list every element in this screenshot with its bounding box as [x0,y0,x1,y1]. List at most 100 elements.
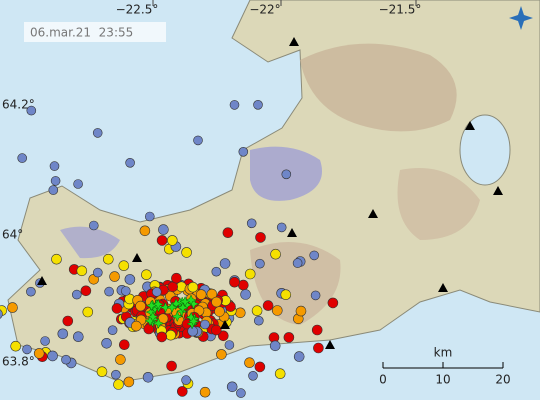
timestamp: 06.mar.21 23:55 [30,26,133,40]
earthquake [109,271,120,282]
earthquake [89,220,99,231]
earthquake [313,342,324,354]
recent-earthquake-star [152,317,165,329]
earthquake [238,147,249,157]
recent-earthquake-star [177,302,189,314]
earthquake [253,315,264,326]
summit [37,276,47,285]
earthquake [156,331,168,343]
earthquake [200,319,210,330]
longitude-label: −22° [249,3,280,17]
recent-earthquake-star [187,315,200,327]
earthquake [219,258,231,269]
earthquake [73,179,83,189]
longitude-label: −22.5° [116,3,159,17]
earthquake [57,328,69,340]
earthquake [33,348,45,359]
earthquake [224,340,235,350]
summits [37,37,503,349]
earthquake [123,376,135,388]
earthquake [244,357,255,369]
earthquake [235,307,246,319]
earthquake [166,360,177,372]
earthquake [255,232,266,243]
scale-bar [382,362,504,369]
earthquake [281,169,292,180]
earthquake [93,267,103,278]
earthquake [276,222,287,233]
scale-label: 10 [435,373,450,387]
earthquake [229,100,240,110]
earthquake [152,287,162,297]
earthquake [111,369,121,380]
earthquake [269,340,281,352]
earthquake [0,309,3,319]
recent-earthquake-star [176,305,188,317]
earthquake [49,161,60,171]
scale-label: 20 [495,373,510,387]
latitude-label: 64.2° [2,98,35,112]
earthquake [48,185,59,195]
recent-earthquake-star [170,298,182,310]
summit [289,37,299,46]
recent-earthquake-star [145,299,158,312]
earthquake [92,128,103,138]
earthquake [211,324,222,336]
earthquake [311,324,323,336]
earthquake [111,303,123,314]
latitude-label: 63.8° [2,355,35,369]
summit [325,340,335,349]
earthquake [124,274,136,285]
earthquake [262,300,274,311]
earthquake [158,224,169,235]
longitude-label: −21.5° [379,3,422,17]
earthquake [139,225,151,237]
summit [287,228,297,237]
earthquake [80,285,92,297]
earthquake [82,306,94,318]
earthquake [222,227,234,238]
earthquake [61,354,71,365]
earthquake [177,386,188,397]
earthquake [327,297,339,309]
earthquake [193,135,203,146]
earthquake [17,153,28,163]
earthquake [214,306,225,317]
summit [368,209,378,218]
land [7,0,540,383]
earthquake [283,332,295,343]
earthquake [295,305,307,317]
earthquake [181,375,191,385]
earthquake [171,272,182,284]
earthquake [156,235,168,246]
earthquake [206,288,218,300]
earthquake [145,211,155,222]
earthquake [7,302,18,313]
earthquake [309,250,320,261]
earthquake [62,315,74,327]
earthquake [142,371,154,383]
earthquake [22,344,32,355]
earthquake [143,323,155,335]
compass [509,6,533,30]
earthquake [125,158,135,168]
earthquake [216,349,227,360]
earthquake [187,281,199,293]
earthquake [240,289,251,300]
earthquake [167,235,178,246]
earthquake [165,329,176,341]
earthquake [72,289,82,300]
earthquake [104,286,114,297]
earthquake [73,331,84,343]
earthquake [121,286,131,296]
earthquake [50,176,61,186]
earthquake [101,337,112,349]
summit [438,283,448,292]
earthquake [51,253,62,265]
earthquake [310,290,321,301]
earthquake [251,305,263,317]
earthquake [118,260,130,272]
earthquake [274,368,286,380]
summit [465,121,475,130]
